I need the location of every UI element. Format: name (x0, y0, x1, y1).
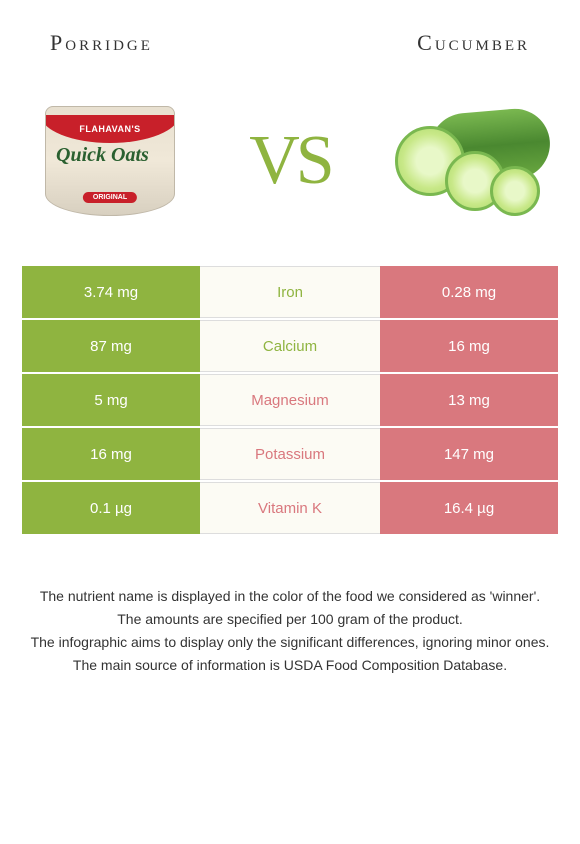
nutrient-name: Vitamin K (200, 482, 380, 534)
left-food-title: Porridge (50, 30, 153, 56)
nutrient-name: Potassium (200, 428, 380, 480)
nutrient-row: 3.74 mgIron0.28 mg (22, 266, 558, 318)
right-food-title: Cucumber (417, 30, 530, 56)
nutrient-row: 0.1 µgVitamin K16.4 µg (22, 482, 558, 534)
footer-line: The infographic aims to display only the… (20, 632, 560, 653)
nutrient-row: 87 mgCalcium16 mg (22, 320, 558, 372)
nutrient-left-value: 16 mg (22, 428, 200, 480)
vs-label: VS (249, 121, 330, 201)
nutrient-right-value: 147 mg (380, 428, 558, 480)
nutrient-row: 16 mgPotassium147 mg (22, 428, 558, 480)
oats-variant-label: ORIGINAL (83, 192, 137, 203)
nutrient-name: Calcium (200, 320, 380, 372)
nutrient-right-value: 13 mg (380, 374, 558, 426)
nutrient-table: 3.74 mgIron0.28 mg87 mgCalcium16 mg5 mgM… (0, 266, 580, 534)
footer-line: The nutrient name is displayed in the co… (20, 586, 560, 607)
nutrient-name: Magnesium (200, 374, 380, 426)
nutrient-left-value: 87 mg (22, 320, 200, 372)
footer-line: The main source of information is USDA F… (20, 655, 560, 676)
oats-brand-banner: FLAHAVAN'S (45, 115, 175, 143)
nutrient-right-value: 0.28 mg (380, 266, 558, 318)
cucumber-graphic (390, 91, 550, 231)
nutrient-left-value: 0.1 µg (22, 482, 200, 534)
right-food-image (390, 91, 550, 231)
nutrient-left-value: 3.74 mg (22, 266, 200, 318)
images-row: FLAHAVAN'S Quick Oats ORIGINAL VS (0, 76, 580, 266)
nutrient-row: 5 mgMagnesium13 mg (22, 374, 558, 426)
nutrient-name: Iron (200, 266, 380, 318)
nutrient-left-value: 5 mg (22, 374, 200, 426)
oats-product-label: Quick Oats (56, 147, 164, 163)
oats-cup-graphic: FLAHAVAN'S Quick Oats ORIGINAL (45, 106, 175, 216)
footer-line: The amounts are specified per 100 gram o… (20, 609, 560, 630)
footer-notes: The nutrient name is displayed in the co… (0, 536, 580, 698)
left-food-image: FLAHAVAN'S Quick Oats ORIGINAL (30, 91, 190, 231)
nutrient-right-value: 16 mg (380, 320, 558, 372)
nutrient-right-value: 16.4 µg (380, 482, 558, 534)
header-row: Porridge Cucumber (0, 0, 580, 76)
